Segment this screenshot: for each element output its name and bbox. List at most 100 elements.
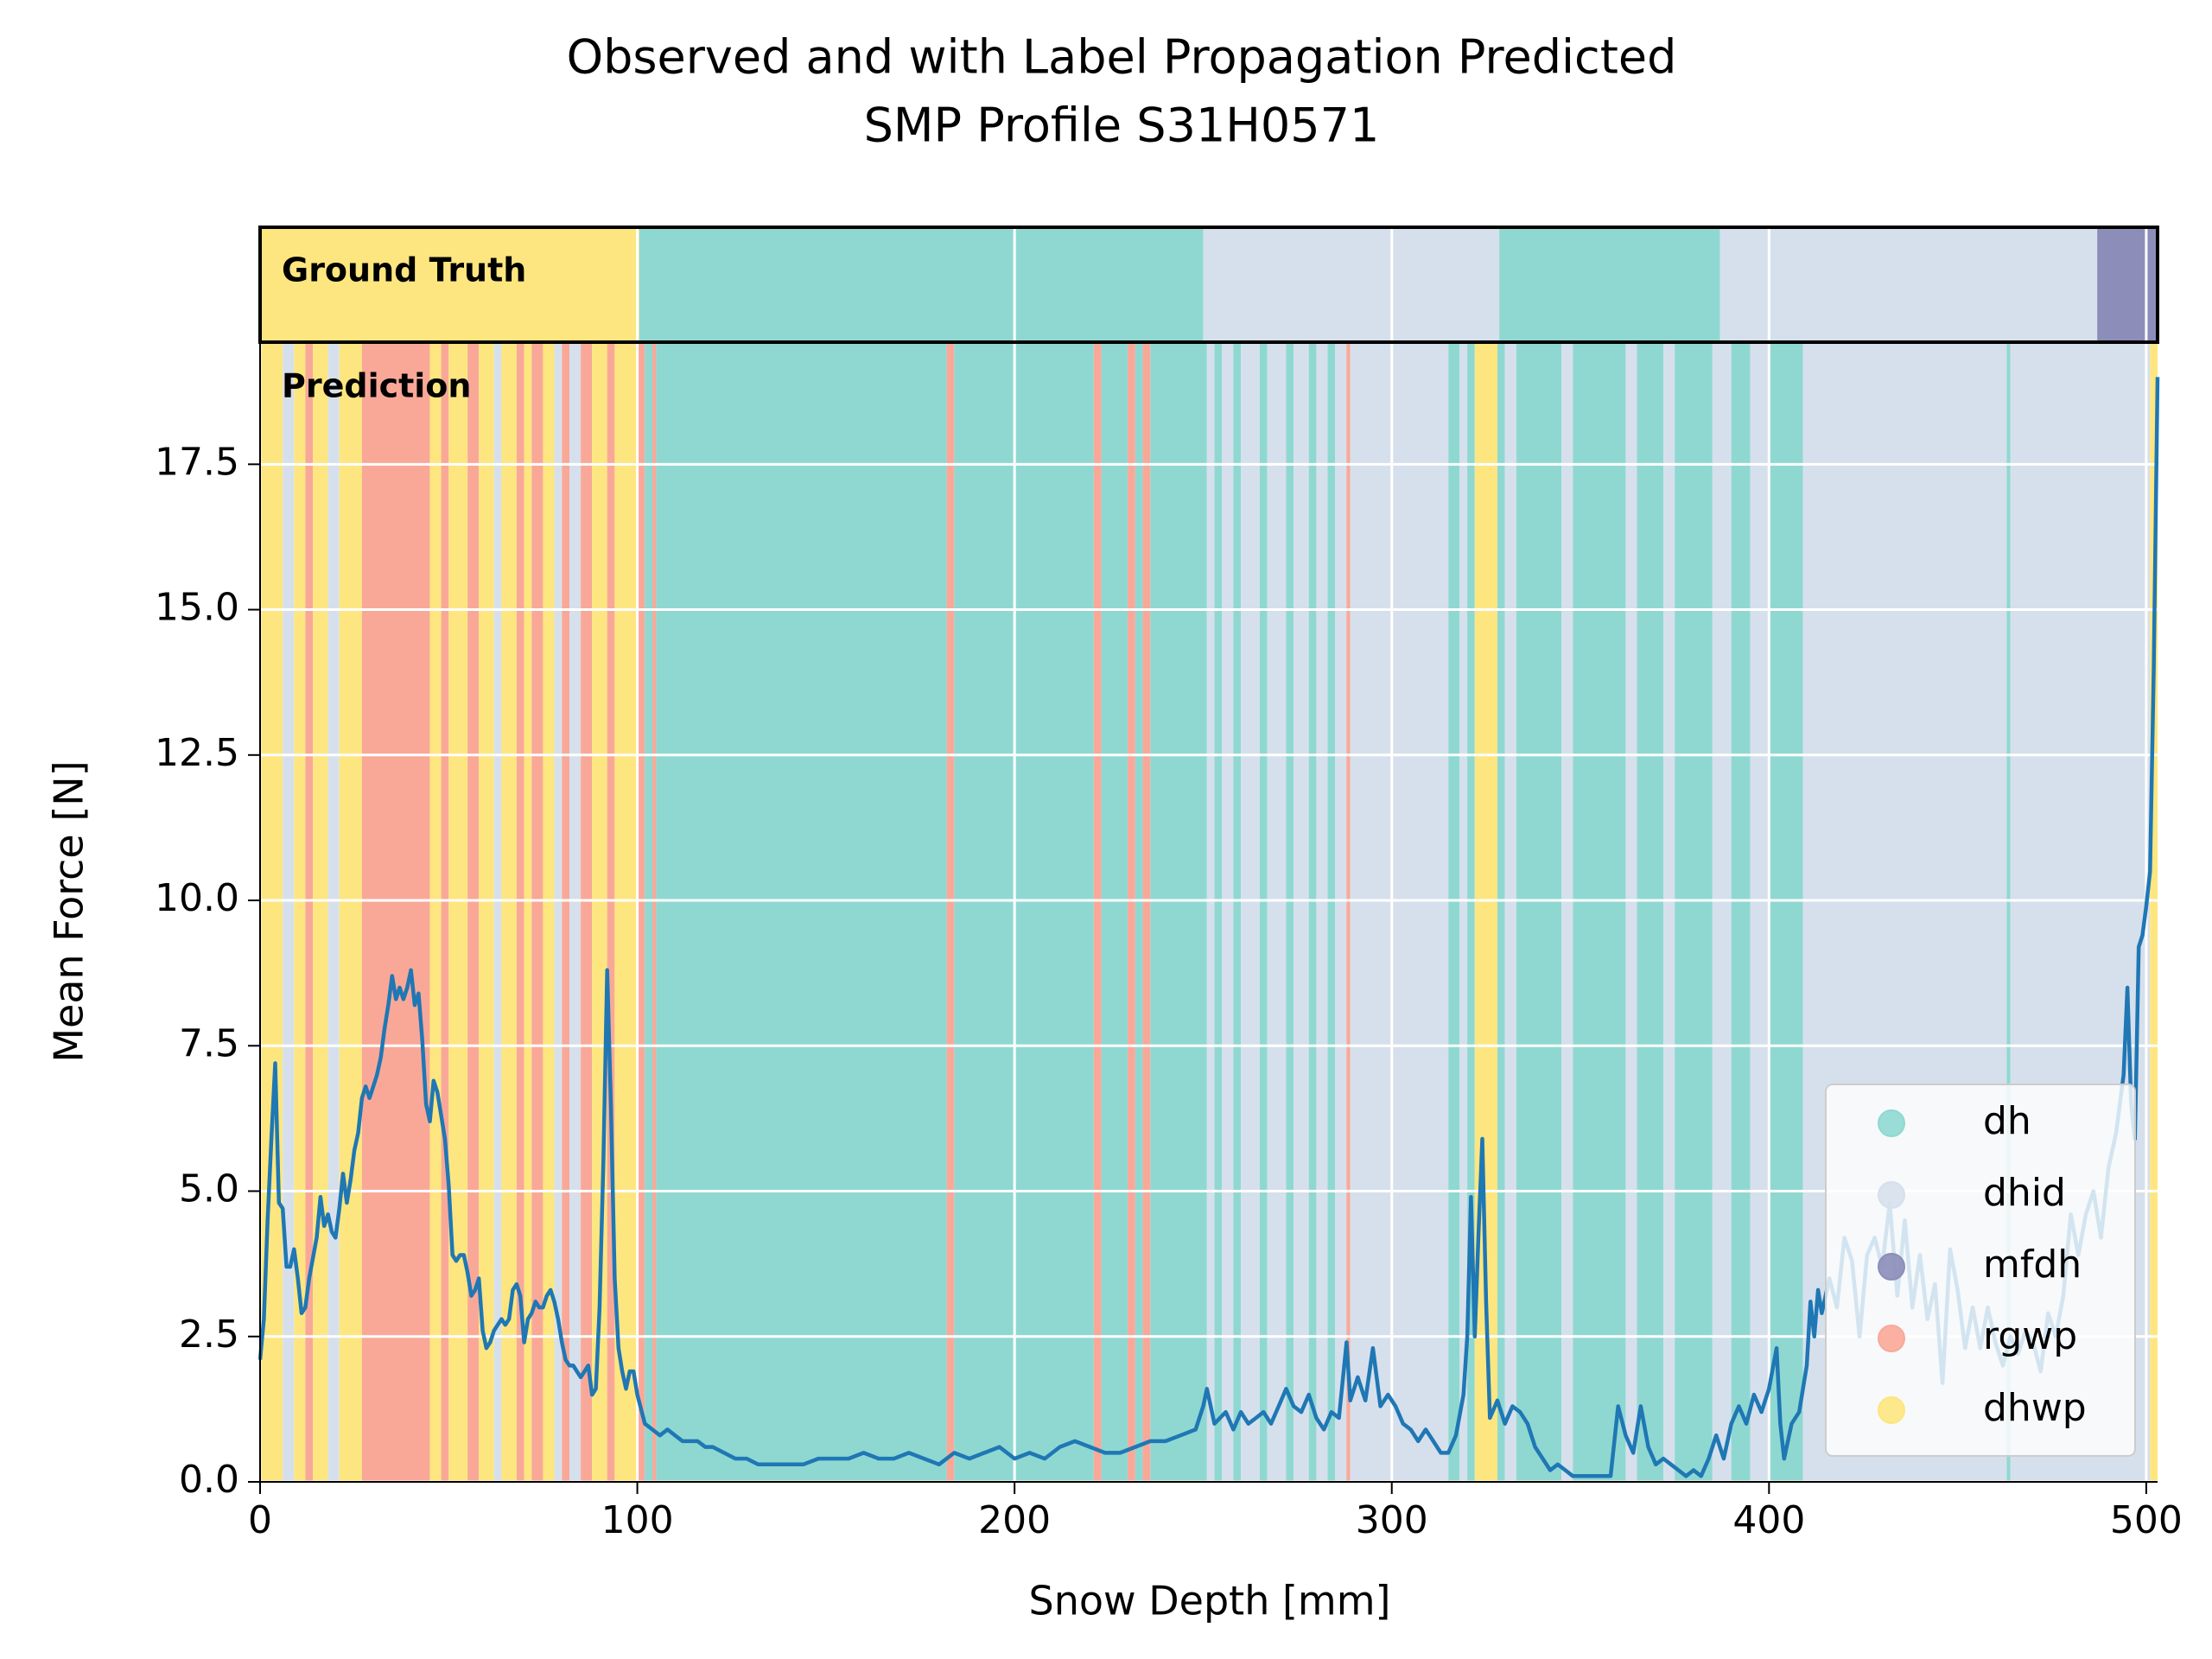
prediction-band — [361, 342, 430, 1482]
prediction-band — [283, 342, 295, 1482]
chart-title: Observed and with Label Propagation Pred… — [567, 30, 1677, 85]
prediction-band — [1150, 342, 1207, 1482]
prediction-band — [656, 342, 947, 1482]
ground-truth-band — [639, 227, 1204, 342]
prediction-band — [1286, 342, 1294, 1482]
ground-truth-band — [1719, 227, 2098, 342]
prediction-band — [1561, 342, 1573, 1482]
legend-label: dhid — [1983, 1171, 2066, 1215]
legend-marker — [1878, 1109, 1905, 1137]
x-tick-label: 100 — [601, 1498, 674, 1542]
ground-truth-band — [2097, 227, 2158, 342]
prediction-band — [1675, 342, 1713, 1482]
prediction-band — [1346, 342, 1351, 1482]
prediction-band — [1573, 342, 1626, 1482]
prediction-band — [645, 342, 653, 1482]
prediction-band — [1516, 342, 1562, 1482]
prediction-band — [1731, 342, 1751, 1482]
prediction-band — [1769, 342, 1803, 1482]
x-tick-label: 400 — [1732, 1498, 1805, 1542]
y-tick-label: 15.0 — [155, 586, 239, 630]
prediction-band — [1663, 342, 1675, 1482]
prediction-band — [2150, 342, 2158, 1482]
ground-truth-band — [1203, 227, 1500, 342]
prediction-band — [1467, 342, 1475, 1482]
chart-subtitle: SMP Profile S31H0571 — [864, 99, 1380, 153]
prediction-band — [441, 342, 449, 1482]
y-tick-label: 17.5 — [155, 440, 239, 484]
y-tick-label: 10.0 — [155, 876, 239, 920]
prediction-band — [493, 342, 502, 1482]
prediction-band — [1335, 342, 1347, 1482]
prediction-band — [501, 342, 517, 1482]
prediction-band — [946, 342, 955, 1482]
prediction-band — [1142, 342, 1151, 1482]
prediction-band — [339, 342, 362, 1482]
prediction-band — [1497, 342, 1505, 1482]
prediction-band — [448, 342, 468, 1482]
y-tick-label: 2.5 — [179, 1313, 239, 1357]
legend-marker — [1878, 1325, 1905, 1352]
axes: Ground Truth Prediction 0 100 200 300 400 500 0.… — [155, 226, 2183, 1542]
x-tick-label: 500 — [2110, 1498, 2183, 1542]
prediction-band — [313, 342, 328, 1482]
ground-truth-band — [260, 227, 639, 342]
prediction-band — [1093, 342, 1102, 1482]
prediction-band — [1259, 342, 1268, 1482]
x-tick-label: 300 — [1356, 1498, 1428, 1542]
prediction-band — [1712, 342, 1732, 1482]
legend-label: mfdh — [1983, 1243, 2082, 1287]
x-tick-label: 200 — [978, 1498, 1051, 1542]
prediction-band — [467, 342, 480, 1482]
prediction-band — [652, 342, 657, 1482]
legend-marker — [1878, 1396, 1905, 1424]
y-tick-label: 12.5 — [155, 731, 239, 775]
prediction-band — [305, 342, 314, 1482]
prediction-band — [1448, 342, 1460, 1482]
legend: dh dhid mfdh rgwp dhwp — [1825, 1084, 2136, 1457]
prediction-band — [1222, 342, 1234, 1482]
prediction-band — [543, 342, 555, 1482]
prediction-band — [1308, 342, 1317, 1482]
y-tick-label: 5.0 — [179, 1167, 239, 1211]
prediction-band — [1135, 342, 1143, 1482]
prediction-band — [1459, 342, 1468, 1482]
prediction-band — [1350, 342, 1449, 1482]
y-tick-label: 0.0 — [179, 1458, 239, 1502]
legend-marker — [1878, 1181, 1905, 1209]
ground-truth-band — [1499, 227, 1720, 342]
legend-marker — [1878, 1253, 1905, 1281]
prediction-band — [562, 342, 569, 1482]
prediction-band — [637, 342, 645, 1482]
strip-label: Ground Truth — [282, 251, 526, 289]
prediction-band — [516, 342, 524, 1482]
ground-truth-frame — [258, 226, 2159, 344]
prediction-band — [1214, 342, 1223, 1482]
prediction-band — [569, 342, 582, 1482]
prediction-band — [1750, 342, 1770, 1482]
prediction-band — [1233, 342, 1242, 1482]
x-axis-label: Snow Depth [mm] — [1029, 1578, 1391, 1624]
prediction-band — [1101, 342, 1128, 1482]
legend-label: dh — [1983, 1099, 2031, 1143]
legend-label: rgwp — [1983, 1314, 2077, 1358]
prediction-band — [524, 342, 532, 1482]
prediction-band — [479, 342, 494, 1482]
prediction-band — [1625, 342, 1637, 1482]
prediction-band — [614, 342, 638, 1482]
y-axis-label: Mean Force [N] — [46, 760, 92, 1062]
prediction-band — [294, 342, 306, 1482]
legend-box — [1825, 1084, 2136, 1457]
prediction-band — [1327, 342, 1336, 1482]
prediction-band — [327, 342, 340, 1482]
prediction-band — [1206, 342, 1215, 1482]
prediction-band — [531, 342, 543, 1482]
prediction-band — [1267, 342, 1287, 1482]
prediction-band — [607, 342, 615, 1482]
prediction-band — [1128, 342, 1135, 1482]
x-tick-label: 0 — [248, 1498, 272, 1542]
prediction-band — [429, 342, 442, 1482]
prediction-band — [581, 342, 593, 1482]
y-tick-label: 7.5 — [179, 1021, 239, 1065]
